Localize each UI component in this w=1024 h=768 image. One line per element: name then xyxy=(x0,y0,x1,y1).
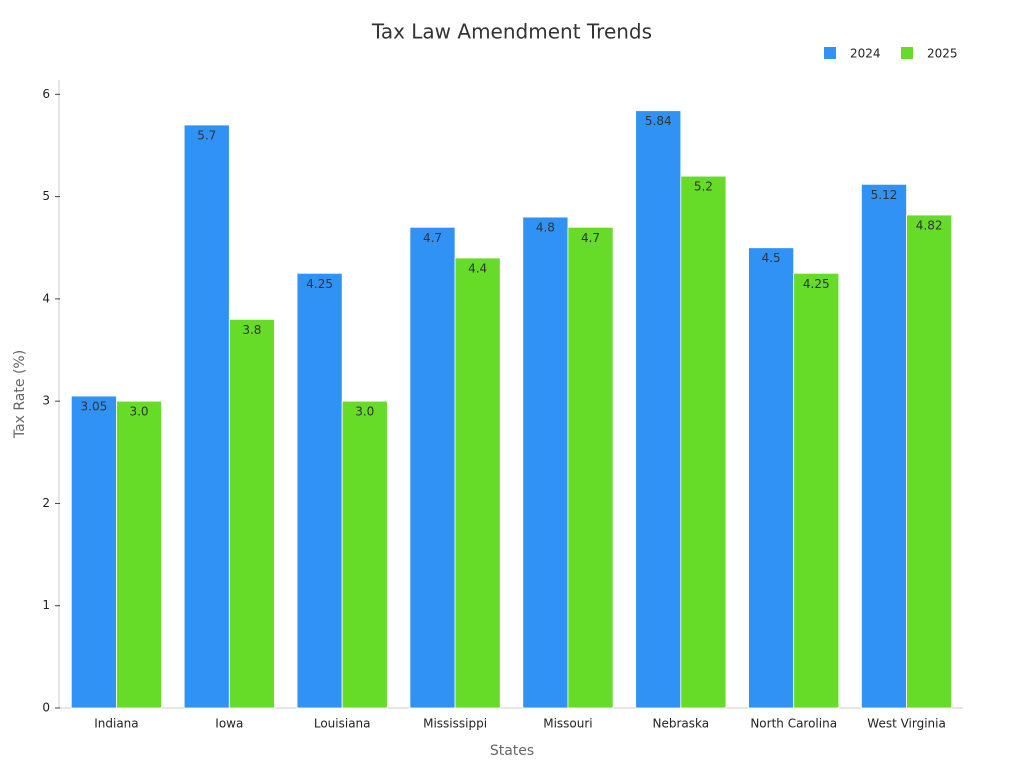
y-tick-label: 3 xyxy=(42,394,50,408)
bar xyxy=(183,124,230,709)
y-tick-label: 2 xyxy=(42,496,50,510)
value-label: 4.7 xyxy=(581,231,600,245)
x-tick-label: Mississippi xyxy=(423,717,487,731)
value-label: 5.2 xyxy=(694,180,713,194)
x-tick-label: Nebraska xyxy=(653,717,710,731)
x-tick-label: Indiana xyxy=(94,717,138,731)
bar xyxy=(454,257,501,709)
bar xyxy=(680,175,727,709)
value-label: 4.25 xyxy=(306,277,333,291)
y-tick-label: 1 xyxy=(42,598,50,612)
y-tick-label: 6 xyxy=(42,87,50,101)
bar xyxy=(748,247,795,709)
bar xyxy=(567,226,614,709)
bar xyxy=(522,216,569,709)
value-label: 4.25 xyxy=(803,277,830,291)
chart-title: Tax Law Amendment Trends xyxy=(371,20,652,44)
x-tick-label: Iowa xyxy=(215,717,243,731)
legend-swatch xyxy=(901,47,913,59)
value-label: 5.84 xyxy=(645,114,672,128)
bar xyxy=(409,226,456,709)
value-label: 3.05 xyxy=(81,400,108,414)
legend-label: 2024 xyxy=(850,47,881,61)
value-label: 4.4 xyxy=(468,261,487,275)
bar xyxy=(635,110,682,709)
legend-label: 2025 xyxy=(927,47,958,61)
bar xyxy=(116,400,162,709)
bar xyxy=(793,272,840,709)
bar xyxy=(70,395,117,709)
value-label: 4.8 xyxy=(536,221,555,235)
x-tick-label: Missouri xyxy=(543,717,592,731)
value-label: 4.5 xyxy=(762,251,781,265)
x-tick-label: West Virginia xyxy=(867,717,946,731)
x-tick-label: Louisiana xyxy=(314,717,371,731)
value-label: 4.7 xyxy=(423,231,442,245)
value-label: 5.7 xyxy=(197,129,216,143)
y-tick-label: 5 xyxy=(42,189,50,203)
legend-swatch xyxy=(824,47,836,59)
y-tick-label: 0 xyxy=(42,701,50,715)
bar xyxy=(861,183,907,709)
bar xyxy=(906,214,953,709)
value-label: 3.8 xyxy=(242,323,261,337)
x-tick-label: North Carolina xyxy=(750,717,837,731)
value-label: 5.12 xyxy=(871,188,898,202)
y-axis-label: Tax Rate (%) xyxy=(12,350,28,439)
value-label: 3.0 xyxy=(355,405,374,419)
bar xyxy=(228,318,275,709)
x-axis-label: States xyxy=(490,743,534,759)
value-label: 3.0 xyxy=(129,405,148,419)
value-label: 4.82 xyxy=(916,219,943,233)
bar xyxy=(296,272,343,709)
y-tick-label: 4 xyxy=(42,291,50,305)
bar xyxy=(341,400,388,709)
